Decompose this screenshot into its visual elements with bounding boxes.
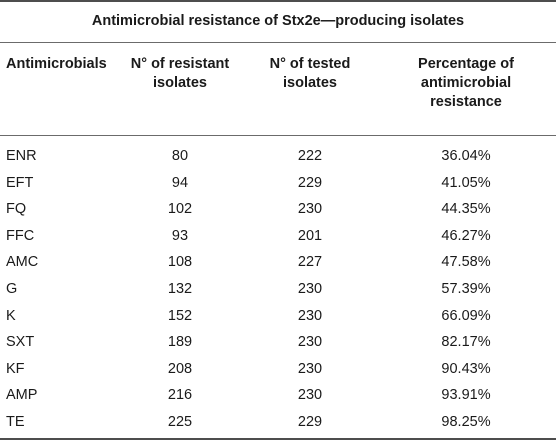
antimicrobial-cell: TE [6, 413, 25, 430]
resistant-count-cell: 102 [167, 201, 193, 218]
tested-count-cell: 230 [297, 387, 323, 404]
table-row: K 152 230 66.09% [0, 304, 556, 331]
header-line: isolates [283, 75, 337, 91]
header-percentage-resistance: Percentage of antimicrobial resistance [396, 55, 536, 112]
header-line: resistance [430, 94, 502, 110]
table-row: KF 208 230 90.43% [0, 357, 556, 384]
table-row: ENR 80 222 36.04% [0, 144, 556, 171]
header-line: Percentage of [418, 56, 514, 72]
header-rule [0, 135, 556, 136]
table-row: EFT 94 229 41.05% [0, 171, 556, 198]
antimicrobial-cell: ENR [6, 148, 37, 164]
tested-count-cell: 227 [297, 254, 323, 271]
tested-count-cell: 222 [297, 148, 323, 164]
antimicrobial-cell: EFT [6, 174, 34, 191]
tested-count-cell: 229 [297, 174, 323, 191]
antimicrobial-cell: SXT [6, 334, 35, 351]
resistant-count-cell: 132 [167, 280, 193, 297]
table-caption: Antimicrobial resistance of Stx2e—produc… [91, 13, 465, 29]
resistant-count-cell: 208 [167, 360, 193, 377]
antimicrobial-cell: FFC [6, 227, 35, 244]
header-line: isolates [153, 75, 207, 91]
header-line: Antimicrobials [6, 56, 107, 72]
caption-rule [0, 42, 556, 43]
header-tested-isolates: N° of tested isolates [255, 55, 365, 93]
bottom-rule [0, 438, 556, 440]
header-row: Antimicrobials N° of resistant isolates … [0, 55, 556, 127]
resistant-count-cell: 108 [167, 254, 193, 271]
table-row: FFC 93 201 46.27% [0, 224, 556, 251]
tested-count-cell: 230 [297, 307, 323, 324]
header-antimicrobials: Antimicrobials [6, 55, 126, 74]
tested-count-cell: 230 [297, 280, 323, 297]
resistance-percentage-cell: 66.09% [441, 307, 491, 324]
table-row: TE 225 229 98.25% [0, 410, 556, 437]
table-body: ENR 80 222 36.04% EFT 94 229 41.05% FQ 1… [0, 144, 556, 437]
top-rule [0, 0, 556, 2]
resistance-percentage-cell: 46.27% [441, 227, 491, 244]
antimicrobial-cell: FQ [6, 201, 27, 218]
resistant-count-cell: 80 [171, 148, 189, 164]
resistance-percentage-cell: 98.25% [441, 413, 491, 430]
tested-count-cell: 229 [297, 413, 323, 430]
header-resistant-isolates: N° of resistant isolates [120, 55, 240, 93]
resistant-count-cell: 189 [167, 334, 193, 351]
resistance-percentage-cell: 36.04% [441, 148, 491, 164]
resistance-percentage-cell: 44.35% [441, 201, 491, 218]
antimicrobial-cell: AMP [6, 387, 38, 404]
resistance-percentage-cell: 90.43% [441, 360, 491, 377]
tested-count-cell: 201 [297, 227, 323, 244]
header-line: N° of tested [269, 56, 351, 72]
antimicrobial-cell: KF [6, 360, 25, 377]
tested-count-cell: 230 [297, 201, 323, 218]
table-row: G 132 230 57.39% [0, 277, 556, 304]
antimicrobial-cell: AMC [6, 254, 39, 271]
table-row: AMP 216 230 93.91% [0, 383, 556, 410]
resistant-count-cell: 225 [167, 413, 193, 430]
resistant-count-cell: 152 [167, 307, 193, 324]
resistance-percentage-cell: 47.58% [441, 254, 491, 271]
resistant-count-cell: 93 [171, 227, 189, 244]
resistance-percentage-cell: 82.17% [441, 334, 491, 351]
header-line: antimicrobial [420, 75, 512, 91]
antimicrobial-cell: K [6, 307, 16, 324]
header-line: N° of resistant [130, 56, 230, 72]
resistant-count-cell: 94 [171, 174, 189, 191]
resistant-count-cell: 216 [167, 387, 193, 404]
table-row: SXT 189 230 82.17% [0, 330, 556, 357]
table-row: FQ 102 230 44.35% [0, 197, 556, 224]
tested-count-cell: 230 [297, 334, 323, 351]
resistance-percentage-cell: 57.39% [441, 280, 491, 297]
tested-count-cell: 230 [297, 360, 323, 377]
table-row: AMC 108 227 47.58% [0, 250, 556, 277]
antimicrobial-cell: G [6, 280, 18, 297]
resistance-percentage-cell: 93.91% [441, 387, 491, 404]
resistance-percentage-cell: 41.05% [441, 174, 491, 191]
